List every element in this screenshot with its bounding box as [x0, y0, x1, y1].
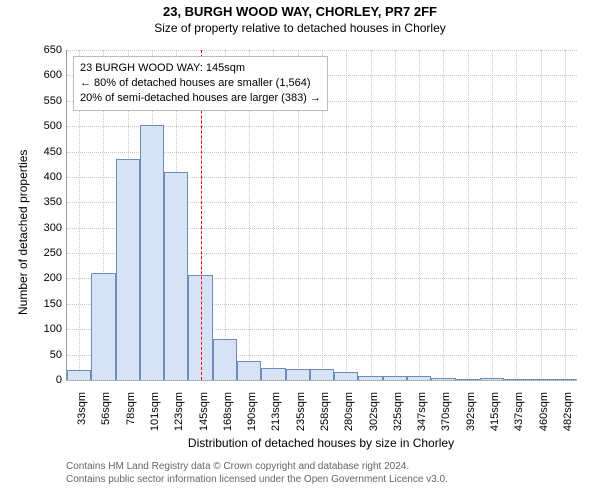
- y-tick-label: 350: [0, 196, 62, 208]
- x-tick-label: 213sqm: [270, 392, 282, 431]
- histogram-bar: [140, 125, 164, 380]
- x-tick-label: 101sqm: [149, 392, 161, 431]
- histogram-bar: [504, 379, 528, 380]
- histogram-bar: [334, 372, 358, 380]
- y-tick-label: 0: [0, 374, 62, 386]
- histogram-bar: [286, 369, 310, 380]
- x-tick-label: 280sqm: [343, 392, 355, 431]
- x-tick-label: 302sqm: [368, 392, 380, 431]
- histogram-bar: [310, 369, 334, 380]
- y-tick-label: 50: [0, 349, 62, 361]
- histogram-bar: [383, 376, 407, 380]
- page-subtitle: Size of property relative to detached ho…: [0, 21, 600, 35]
- histogram-bar: [67, 370, 91, 380]
- y-tick-label: 550: [0, 95, 62, 107]
- y-tick-label: 650: [0, 44, 62, 56]
- x-tick-label: 460sqm: [538, 392, 550, 431]
- x-tick-label: 123sqm: [173, 392, 185, 431]
- histogram-bar: [91, 273, 115, 380]
- annotation-line-3: 20% of semi-detached houses are larger (…: [80, 91, 321, 106]
- histogram-bar: [261, 368, 285, 380]
- x-tick-label: 482sqm: [562, 392, 574, 431]
- footer-line-1: Contains HM Land Registry data © Crown c…: [66, 460, 448, 473]
- annotation-line-2: ← 80% of detached houses are smaller (1,…: [80, 76, 321, 91]
- y-tick-label: 100: [0, 323, 62, 335]
- x-tick-label: 168sqm: [222, 392, 234, 431]
- annotation-line-1: 23 BURGH WOOD WAY: 145sqm: [80, 61, 321, 76]
- histogram-bar: [553, 379, 577, 380]
- histogram-bar: [164, 172, 188, 380]
- x-axis-label: Distribution of detached houses by size …: [66, 436, 576, 450]
- y-tick-label: 600: [0, 69, 62, 81]
- page-title: 23, BURGH WOOD WAY, CHORLEY, PR7 2FF: [0, 4, 600, 19]
- histogram-bar: [358, 376, 382, 380]
- y-tick-label: 400: [0, 171, 62, 183]
- x-tick-label: 437sqm: [513, 392, 525, 431]
- x-tick-label: 392sqm: [465, 392, 477, 431]
- x-tick-label: 370sqm: [440, 392, 452, 431]
- x-tick-label: 415sqm: [489, 392, 501, 431]
- histogram-plot: 23 BURGH WOOD WAY: 145sqm ← 80% of detac…: [66, 50, 577, 381]
- x-tick-label: 235sqm: [295, 392, 307, 431]
- y-axis-label: Number of detached properties: [16, 150, 30, 315]
- x-tick-label: 33sqm: [76, 392, 88, 425]
- histogram-bar: [431, 378, 455, 380]
- y-tick-label: 150: [0, 298, 62, 310]
- x-tick-label: 145sqm: [198, 392, 210, 431]
- histogram-bar: [456, 379, 480, 380]
- x-tick-label: 56sqm: [100, 392, 112, 425]
- footer-line-2: Contains public sector information licen…: [66, 473, 448, 486]
- y-tick-label: 500: [0, 120, 62, 132]
- histogram-bar: [213, 339, 237, 380]
- histogram-bar: [237, 361, 261, 380]
- x-tick-label: 347sqm: [416, 392, 428, 431]
- y-tick-label: 250: [0, 247, 62, 259]
- y-tick-label: 300: [0, 222, 62, 234]
- x-tick-label: 325sqm: [392, 392, 404, 431]
- y-tick-label: 200: [0, 272, 62, 284]
- histogram-bar: [116, 159, 140, 380]
- y-tick-label: 450: [0, 146, 62, 158]
- histogram-bar: [407, 376, 431, 380]
- histogram-bar: [528, 379, 552, 380]
- x-tick-label: 78sqm: [125, 392, 137, 425]
- histogram-bar: [480, 378, 504, 380]
- annotation-box: 23 BURGH WOOD WAY: 145sqm ← 80% of detac…: [73, 56, 328, 111]
- footer-attribution: Contains HM Land Registry data © Crown c…: [66, 460, 448, 486]
- x-tick-label: 258sqm: [319, 392, 331, 431]
- x-tick-label: 190sqm: [246, 392, 258, 431]
